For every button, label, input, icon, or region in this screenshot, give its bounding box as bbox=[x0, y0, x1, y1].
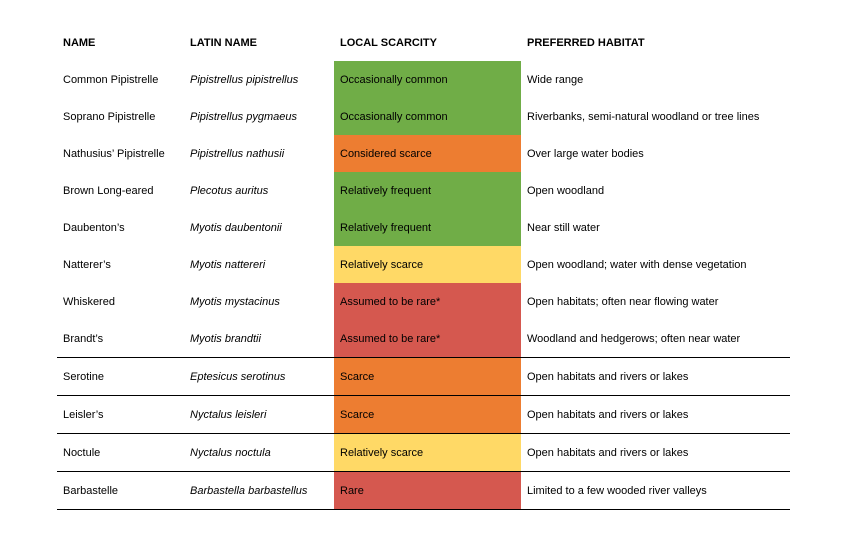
local-scarcity-cell: Considered scarce bbox=[334, 135, 521, 172]
table-row: Whiskered Myotis mystacinus Assumed to be … bbox=[57, 283, 790, 320]
latin-name-cell: Myotis nattereri bbox=[190, 258, 266, 271]
preferred-habitat-cell: Limited to a few wooded river valleys bbox=[521, 471, 790, 510]
header-preferred-habitat: PREFERRED HABITAT bbox=[527, 36, 645, 49]
latin-name-cell: Pipistrellus pygmaeus bbox=[190, 110, 297, 123]
header-name: NAME bbox=[63, 36, 96, 49]
header-latin-name: LATIN NAME bbox=[190, 36, 258, 49]
local-scarcity-cell: Occasionally common bbox=[334, 98, 521, 135]
header-row: NAME LATIN NAME LOCAL SCARCITY PREFERRED… bbox=[57, 24, 790, 61]
preferred-habitat-cell: Open woodland bbox=[527, 184, 605, 197]
table-row: Daubenton’s Myotis daubentonii Relatively … bbox=[57, 209, 790, 246]
latin-name-cell: Plecotus auritus bbox=[190, 184, 269, 197]
preferred-habitat-cell: Riverbanks, semi-natural woodland or tre… bbox=[527, 110, 760, 123]
species-name-cell: Common Pipistrelle bbox=[63, 73, 159, 86]
local-scarcity-cell: Relatively frequent bbox=[334, 172, 521, 209]
species-name-cell: Whiskered bbox=[63, 295, 115, 308]
latin-name-cell: Barbastella barbastellus bbox=[184, 471, 334, 510]
table-row: Brown Long-eared Plecotus auritus Relative… bbox=[57, 172, 790, 209]
species-name-cell: Barbastelle bbox=[57, 471, 184, 510]
local-scarcity-cell: Scarce bbox=[334, 395, 521, 434]
table-row: Soprano Pipistrelle Pipistrellus pygmaeus… bbox=[57, 98, 790, 135]
local-scarcity-cell: Relatively scarce bbox=[334, 433, 521, 472]
preferred-habitat-cell: Wide range bbox=[527, 73, 584, 86]
preferred-habitat-cell: Woodland and hedgerows; often near water bbox=[527, 332, 741, 345]
species-name-cell: Brandt’s bbox=[63, 332, 104, 345]
table-body: Common Pipistrelle Pipistrellus pipistrel… bbox=[57, 61, 790, 510]
local-scarcity-cell: Relatively frequent bbox=[334, 209, 521, 246]
species-name-cell: Natterer’s bbox=[63, 258, 111, 271]
species-name-cell: Leisler’s bbox=[57, 395, 184, 434]
bat-species-table: NAME LATIN NAME LOCAL SCARCITY PREFERRED… bbox=[57, 24, 790, 510]
latin-name-cell: Myotis daubentonii bbox=[190, 221, 282, 234]
table-row: Noctule Nyctalus noctula Relatively scarce… bbox=[57, 433, 790, 472]
local-scarcity-cell: Assumed to be rare* bbox=[334, 283, 521, 320]
preferred-habitat-cell: Open habitats and rivers or lakes bbox=[521, 433, 790, 472]
table-row: Nathusius’ Pipistrelle Pipistrellus nathu… bbox=[57, 135, 790, 172]
local-scarcity-cell: Rare bbox=[334, 471, 521, 510]
species-name-cell: Nathusius’ Pipistrelle bbox=[63, 147, 165, 160]
table-row: Barbastelle Barbastella barbastellus Rare L… bbox=[57, 471, 790, 510]
species-name-cell: Soprano Pipistrelle bbox=[63, 110, 156, 123]
preferred-habitat-cell: Open woodland; water with dense vegetati… bbox=[527, 258, 747, 271]
header-local-scarcity: LOCAL SCARCITY bbox=[340, 36, 437, 49]
latin-name-cell: Pipistrellus nathusii bbox=[190, 147, 285, 160]
preferred-habitat-cell: Open habitats and rivers or lakes bbox=[521, 395, 790, 434]
table-row: Leisler’s Nyctalus leisleri Scarce Open hab… bbox=[57, 395, 790, 434]
preferred-habitat-cell: Open habitats; often near flowing water bbox=[527, 295, 719, 308]
species-name-cell: Serotine bbox=[57, 357, 184, 396]
species-name-cell: Brown Long-eared bbox=[63, 184, 154, 197]
local-scarcity-cell: Assumed to be rare* bbox=[334, 320, 521, 358]
latin-name-cell: Pipistrellus pipistrellus bbox=[190, 73, 299, 86]
latin-name-cell: Nyctalus leisleri bbox=[184, 395, 334, 434]
table-row: Natterer’s Myotis nattereri Relatively sca… bbox=[57, 246, 790, 283]
local-scarcity-cell: Occasionally common bbox=[334, 61, 521, 98]
table-row: Brandt’s Myotis brandtii Assumed to be rar… bbox=[57, 320, 790, 358]
latin-name-cell: Myotis brandtii bbox=[190, 332, 261, 345]
local-scarcity-cell: Scarce bbox=[334, 357, 521, 396]
latin-name-cell: Eptesicus serotinus bbox=[184, 357, 334, 396]
species-name-cell: Noctule bbox=[57, 433, 184, 472]
table-row: Serotine Eptesicus serotinus Scarce Open ha… bbox=[57, 357, 790, 396]
latin-name-cell: Myotis mystacinus bbox=[190, 295, 280, 308]
preferred-habitat-cell: Near still water bbox=[527, 221, 600, 234]
preferred-habitat-cell: Open habitats and rivers or lakes bbox=[521, 357, 790, 396]
species-name-cell: Daubenton’s bbox=[63, 221, 125, 234]
latin-name-cell: Nyctalus noctula bbox=[184, 433, 334, 472]
local-scarcity-cell: Relatively scarce bbox=[334, 246, 521, 283]
preferred-habitat-cell: Over large water bodies bbox=[527, 147, 644, 160]
table-row: Common Pipistrelle Pipistrellus pipistrel… bbox=[57, 61, 790, 98]
